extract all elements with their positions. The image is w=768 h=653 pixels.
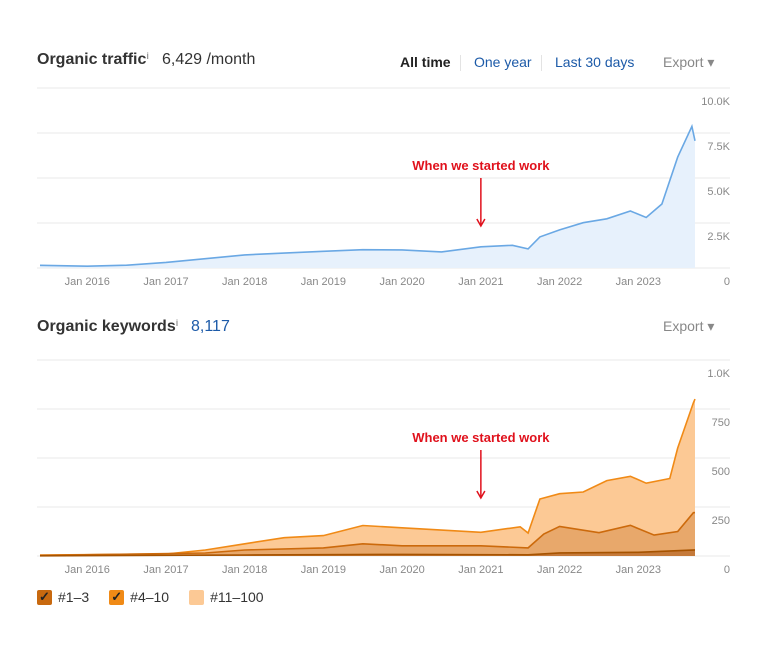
y-tick-label: 0	[724, 276, 730, 288]
annotation-arrowhead	[476, 218, 486, 228]
y-tick-label: 7.5K	[707, 141, 730, 153]
tab-all-time[interactable]: All time	[400, 54, 451, 70]
x-tick-label: Jan 2023	[616, 564, 661, 576]
x-tick-label: Jan 2023	[616, 276, 661, 288]
legend-label: #11–100	[210, 589, 264, 605]
checkbox-4-10[interactable]: ✓	[109, 589, 125, 605]
keywords-value: 8,117	[191, 318, 230, 335]
x-tick-label: Jan 2022	[537, 276, 582, 288]
x-tick-label: Jan 2020	[380, 564, 425, 576]
y-tick-label: 750	[712, 417, 730, 429]
y-tick-label: 5.0K	[707, 186, 730, 198]
traffic-value: 6,429 /month	[162, 51, 256, 68]
y-tick-label: 0	[724, 564, 730, 576]
info-icon[interactable]: i	[146, 51, 149, 61]
x-tick-label: Jan 2019	[301, 564, 346, 576]
checkbox-11-100[interactable]	[189, 589, 205, 605]
x-tick-label: Jan 2022	[537, 564, 582, 576]
series-area-0	[40, 126, 695, 269]
keywords-title: Organic keywordsi	[37, 318, 179, 335]
annotation-arrowhead	[476, 490, 486, 500]
y-tick-label: 1.0K	[707, 368, 730, 380]
x-tick-label: Jan 2016	[65, 276, 110, 288]
x-tick-label: Jan 2021	[458, 276, 503, 288]
annotation-label: When we started work	[412, 158, 550, 173]
tab-last-30-days[interactable]: Last 30 days	[555, 54, 635, 70]
traffic-title: Organic traffici	[37, 51, 149, 68]
traffic-export-button[interactable]: Export ▾	[663, 54, 715, 70]
y-tick-label: 10.0K	[701, 96, 730, 108]
x-tick-label: Jan 2019	[301, 276, 346, 288]
series-line-0	[39, 123, 696, 268]
x-tick-label: Jan 2017	[143, 276, 188, 288]
tab-one-year[interactable]: One year	[474, 54, 532, 70]
keywords-export-button[interactable]: Export ▾	[663, 318, 715, 334]
y-tick-label: 500	[712, 466, 730, 478]
series-line-2	[39, 549, 696, 557]
series-line-0	[39, 398, 696, 556]
x-tick-label: Jan 2018	[222, 564, 267, 576]
x-tick-label: Jan 2020	[380, 276, 425, 288]
checkbox-1-3[interactable]: ✓	[37, 589, 52, 605]
info-icon[interactable]: i	[175, 318, 179, 328]
x-tick-label: Jan 2018	[222, 276, 267, 288]
x-tick-label: Jan 2017	[143, 564, 188, 576]
series-line-1	[39, 511, 696, 557]
legend-label: #1–3	[58, 589, 90, 605]
chart-legend: ✓ #1–3 ✓ #4–10 #11–100	[37, 589, 264, 605]
annotation-label: When we started work	[412, 430, 550, 445]
x-tick-label: Jan 2021	[458, 564, 503, 576]
y-tick-label: 250	[712, 515, 730, 527]
y-tick-label: 2.5K	[707, 231, 730, 243]
x-tick-label: Jan 2016	[65, 564, 110, 576]
legend-label: #4–10	[130, 589, 170, 605]
